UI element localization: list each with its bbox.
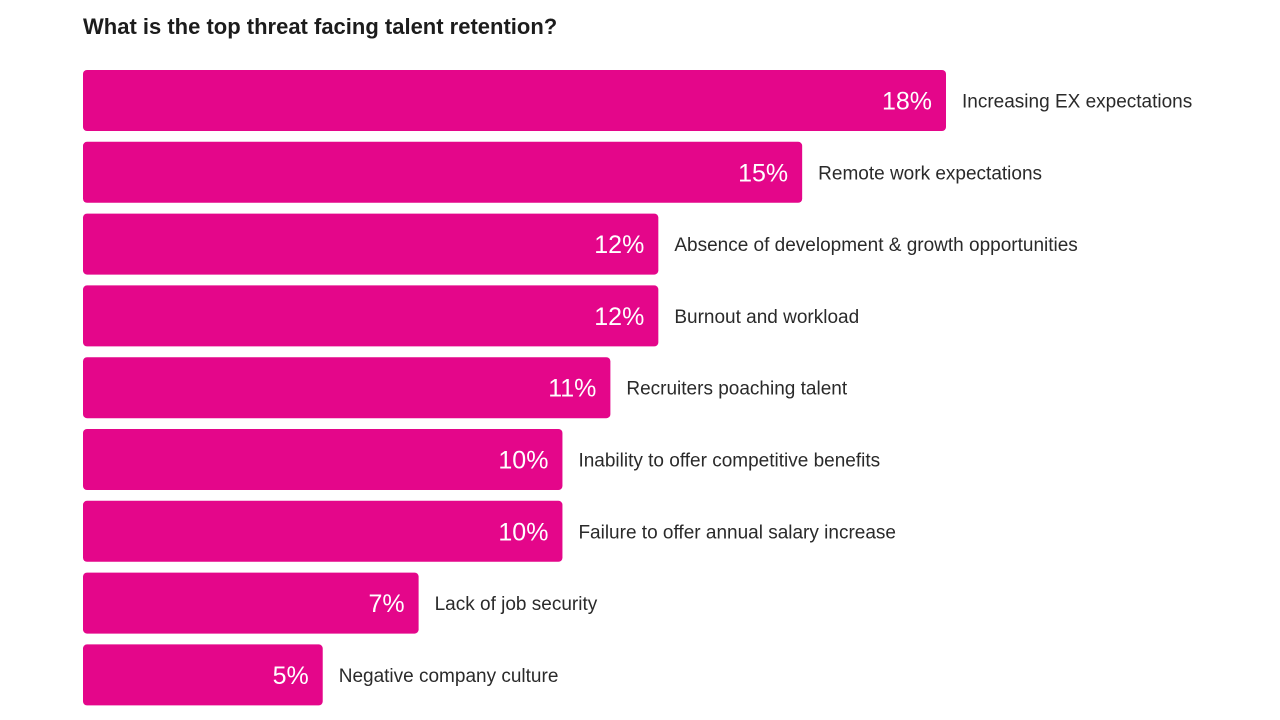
category-label: Absence of development & growth opportun… [674,235,1077,256]
bar-value-label: 12% [594,303,644,331]
bar [83,500,563,562]
bar [83,357,611,419]
bar [83,141,803,203]
bar-value-label: 5% [273,662,309,690]
bar-value-label: 18% [882,88,932,116]
bar-value-label: 10% [498,518,548,546]
bar [83,213,659,275]
chart-title: What is the top threat facing talent ret… [83,14,558,39]
bar-value-label: 11% [548,375,596,403]
bar-value-label: 12% [594,231,644,259]
category-label: Negative company culture [339,666,559,687]
bar-value-label: 7% [368,590,404,618]
bar [83,429,563,490]
bar [83,285,659,347]
category-label: Recruiters poaching talent [626,379,847,400]
bar [83,70,946,131]
category-label: Burnout and workload [674,307,859,328]
bar-value-label: 10% [498,447,548,475]
category-label: Lack of job security [435,594,598,615]
category-label: Remote work expectations [818,163,1042,184]
bar [83,572,419,634]
category-label: Failure to offer annual salary increase [578,522,896,543]
bar-value-label: 15% [738,159,788,187]
category-label: Inability to offer competitive benefits [578,451,880,472]
category-label: Increasing EX expectations [962,92,1192,113]
bar [83,644,323,706]
